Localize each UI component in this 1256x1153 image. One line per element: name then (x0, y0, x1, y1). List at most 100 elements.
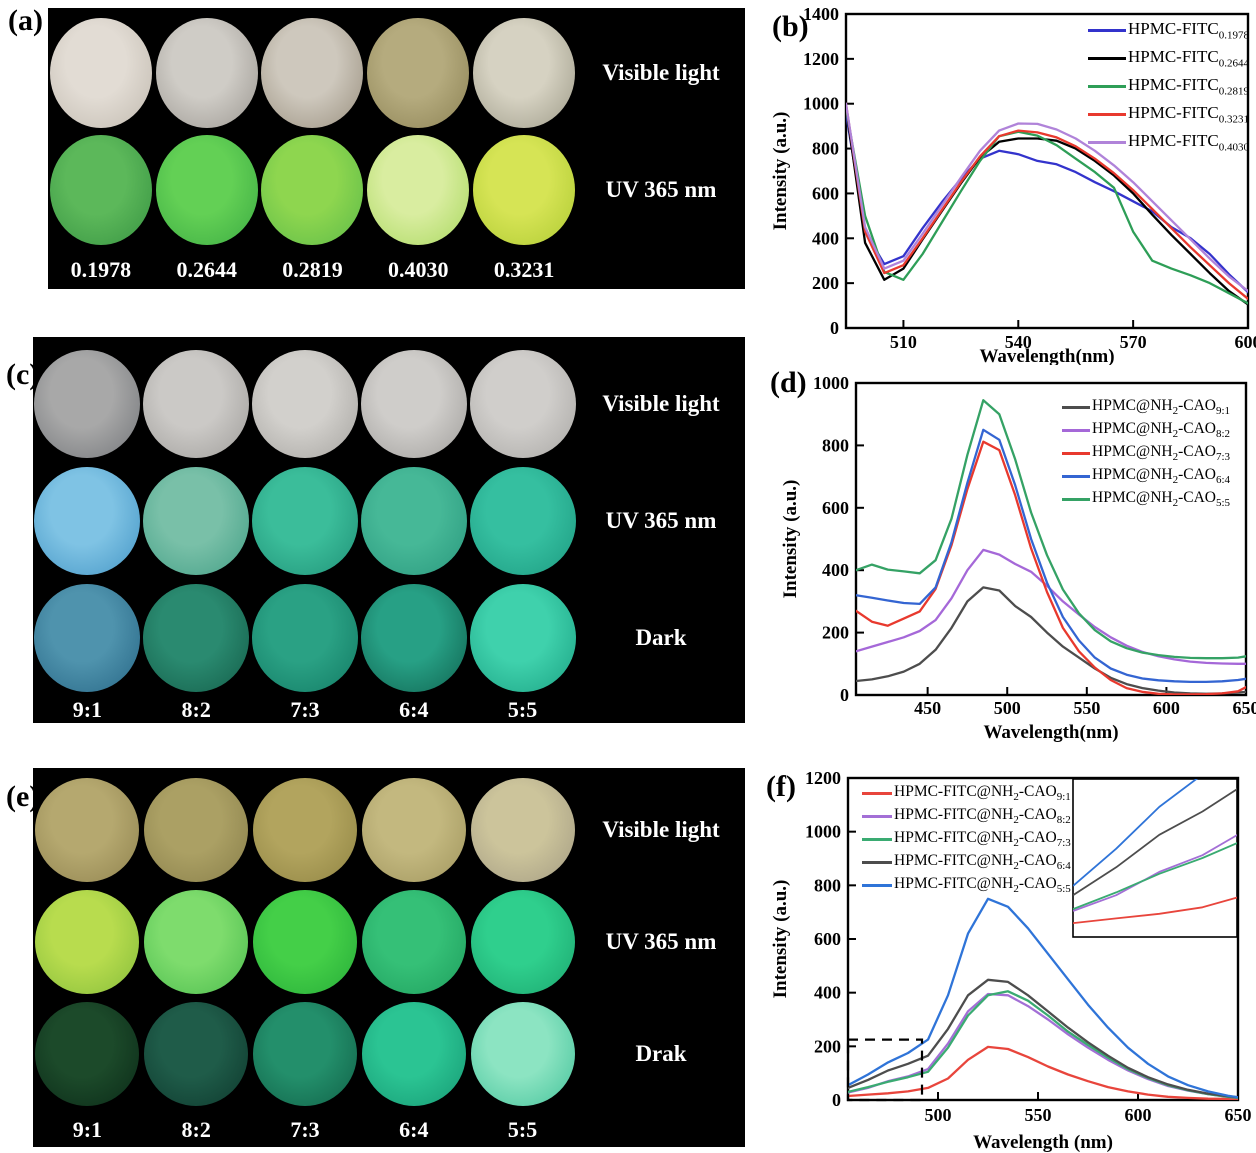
legend-label: HPMC-FITC@NH2-CAO8:2 (894, 806, 1071, 827)
sample-disc (251, 583, 358, 692)
y-tick-label: 200 (814, 1036, 841, 1056)
x-tick-label: 550 (1073, 698, 1100, 718)
sample-disc (261, 17, 364, 128)
sample-label: 8:2 (181, 1117, 211, 1142)
x-tick-label: 510 (890, 332, 917, 352)
x-axis-title: Wavelength(nm) (983, 722, 1118, 742)
y-tick-label: 400 (822, 560, 849, 580)
sample-disc (143, 583, 250, 692)
series-line-HPMC@NH2-CAO8:2 (856, 548, 1246, 665)
y-tick-label: 400 (812, 228, 839, 248)
spectra-chart-b: 0 200 400 600 800 1000 1200 1400 510 540 570 600 Wav… (770, 4, 1256, 365)
row-condition-label: Visible light (602, 390, 720, 416)
y-axis-title: Intensity (a.u.) (780, 480, 801, 599)
sample-disc (473, 134, 576, 245)
photo-row: UV 365 nm (48, 131, 745, 248)
inset-series-line-HPMC-FITC@NH2-CAO8:2 (1073, 834, 1237, 912)
legend-label: HPMC@NH2-CAO5:5 (1092, 489, 1231, 510)
legend-label: HPMC-FITC@NH2-CAO6:4 (894, 852, 1071, 873)
sample-disc (252, 1002, 357, 1106)
legend-line-swatch (1062, 452, 1090, 455)
sample-disc (144, 890, 249, 994)
photo-row: Dark (33, 579, 745, 696)
legend-label: HPMC-FITC0.4030 (1128, 130, 1249, 154)
series-line-HPMC-FITC@NH2-CAO9:1 (848, 1045, 1238, 1100)
y-tick-label: 0 (832, 1090, 841, 1110)
legend-label: HPMC-FITC0.1978 (1128, 18, 1249, 42)
series-line-HPMC@NH2-CAO7:3 (856, 440, 1246, 695)
legend-line-swatch (1062, 498, 1090, 501)
inset-series-line-HPMC-FITC@NH2-CAO6:4 (1073, 788, 1237, 896)
sample-label: 0.2819 (282, 257, 343, 282)
sample-disc (367, 134, 470, 245)
y-tick-label: 600 (822, 498, 849, 518)
inset-series-line-HPMC-FITC@NH2-CAO9:1 (1073, 896, 1237, 924)
x-tick-label: 500 (925, 1105, 952, 1125)
sample-label: 8:2 (181, 697, 211, 722)
series-line-HPMC@NH2-CAO5:5 (856, 399, 1246, 660)
row-condition-label: UV 365 nm (605, 929, 717, 954)
y-tick-label: 1000 (803, 94, 839, 114)
photo-panel-a: Visible light UV 365 nm 0.1978 0.2644 0.2819… (48, 8, 745, 289)
x-tick-label: 650 (1233, 698, 1256, 718)
series-line-HPMC-FITC0.3231 (846, 102, 1248, 300)
legend-line-swatch (1088, 84, 1126, 88)
legend-line-swatch (862, 861, 892, 864)
sample-disc (35, 778, 140, 882)
legend-label: HPMC-FITC0.2644 (1128, 46, 1249, 70)
legend-entry: HPMC@NH2-CAO8:2 (1062, 419, 1230, 442)
legend-line-swatch (1062, 475, 1090, 478)
sample-disc (361, 778, 466, 882)
legend-label: HPMC-FITC@NH2-CAO7:3 (894, 829, 1071, 850)
sample-disc (469, 349, 576, 458)
legend-chart-f: HPMC-FITC@NH2-CAO9:1 HPMC-FITC@NH2-CAO8:2… (862, 782, 1071, 897)
sample-disc (251, 466, 358, 575)
legend-label: HPMC@NH2-CAO6:4 (1092, 466, 1231, 487)
sample-disc (473, 17, 576, 128)
spectra-chart-f: 0 200 400 600 800 1000 1200 500 550 600 650 Wavelen… (770, 768, 1252, 1153)
sample-disc (361, 890, 466, 994)
legend-entry: HPMC-FITC0.4030 (1088, 128, 1249, 156)
legend-label: HPMC-FITC0.3231 (1128, 102, 1249, 126)
legend-entry: HPMC-FITC0.3231 (1088, 100, 1249, 128)
x-tick-label: 570 (1120, 332, 1147, 352)
sample-disc (469, 466, 576, 575)
plot-frame (844, 12, 1250, 330)
panel-letter-b: (b) (772, 10, 809, 43)
legend-label: HPMC@NH2-CAO8:2 (1092, 420, 1231, 441)
row-condition-label: UV 365 nm (605, 176, 717, 202)
y-tick-label: 0 (840, 685, 849, 705)
legend-label: HPMC-FITC0.2819 (1128, 74, 1249, 98)
x-tick-label: 600 (1153, 698, 1180, 718)
sample-disc (143, 349, 250, 458)
series-line-HPMC@NH2-CAO6:4 (856, 428, 1246, 684)
sample-disc (143, 466, 250, 575)
zoom-region-box (846, 1038, 924, 1102)
sample-disc (35, 1002, 140, 1106)
legend-entry: HPMC@NH2-CAO9:1 (1062, 396, 1230, 419)
spectra-chart-d: 0 200 400 600 800 1000 450 500 550 600 650 Waveleng… (780, 373, 1256, 742)
sample-disc (470, 1002, 575, 1106)
series-line-HPMC-FITC0.2819 (846, 107, 1248, 305)
y-tick-label: 600 (814, 929, 841, 949)
panel-letter-c: (c) (6, 358, 40, 391)
y-tick-label: 1000 (805, 822, 841, 842)
photo-panel-e: Visible light UV 365 nm Drak 9:1 8:2 7:3 6:4 5:… (33, 768, 745, 1147)
legend-label: HPMC@NH2-CAO9:1 (1092, 397, 1231, 418)
legend-label: HPMC-FITC@NH2-CAO9:1 (894, 783, 1071, 804)
panel-letter-f: (f) (766, 770, 796, 803)
row-condition-label: Visible light (602, 817, 720, 842)
photo-row: UV 365 nm (33, 886, 745, 998)
legend-label: HPMC@NH2-CAO7:3 (1092, 443, 1231, 464)
y-tick-label: 400 (814, 983, 841, 1003)
sample-label: 5:5 (507, 697, 538, 722)
y-axis-title: Intensity (a.u.) (770, 880, 791, 999)
photo-row: Visible light (33, 774, 745, 886)
legend-line-swatch (862, 792, 892, 795)
legend-line-swatch (1088, 140, 1126, 144)
sample-label: 0.4030 (388, 257, 449, 282)
legend-label: HPMC-FITC@NH2-CAO5:5 (894, 875, 1071, 896)
legend-line-swatch (1088, 112, 1126, 116)
inset-frame (1072, 778, 1238, 938)
sample-disc (34, 583, 141, 692)
